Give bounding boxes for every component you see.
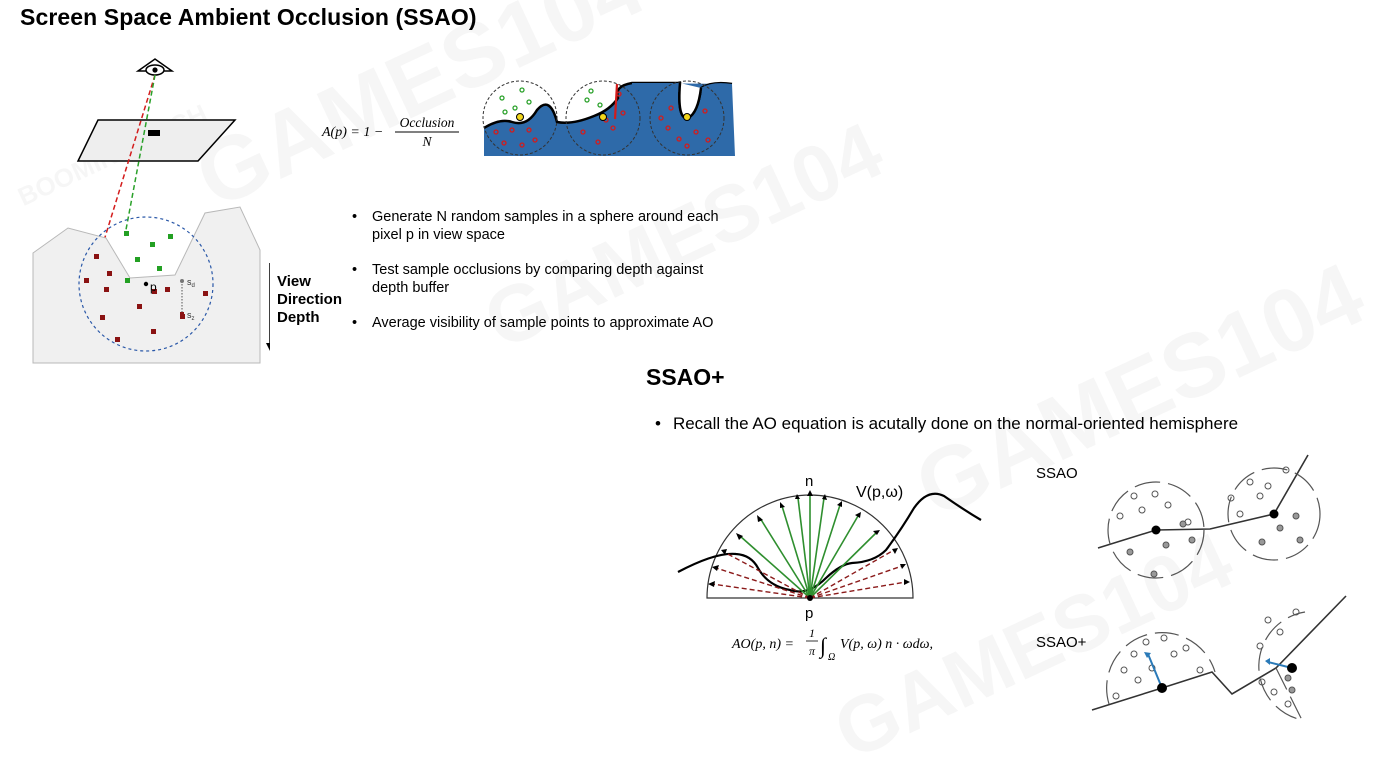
occluded-sample <box>151 329 156 334</box>
ao-equation: AO(p, n) = 1 π ∫ Ω V(p, ω) n · ωdω, <box>731 626 933 663</box>
occluder-geometry <box>484 83 735 156</box>
eye-icon <box>135 58 175 76</box>
ao-formula: A(p) = 1 − Occlusion N <box>321 115 459 149</box>
svg-text:1: 1 <box>809 626 815 640</box>
formula-denominator: N <box>421 134 432 149</box>
visible-sample <box>150 242 155 247</box>
visible-sample <box>124 231 129 236</box>
occluded-sample <box>104 287 109 292</box>
occluded-sample <box>100 315 105 320</box>
ssao-plus-label: SSAO+ <box>1036 634 1087 651</box>
svg-text:sd: sd <box>187 277 195 289</box>
occluded-sample <box>152 289 157 294</box>
equation-lhs: AO(p, n) = <box>731 637 794 652</box>
sz-label: s <box>187 310 192 320</box>
svg-text:sz: sz <box>187 310 195 322</box>
formula-numerator: Occlusion <box>400 115 455 130</box>
list-item: Test sample occlusions by comparing dept… <box>352 261 742 297</box>
green-ray <box>124 74 156 236</box>
hemisphere-diagram: n V(p,ω) p <box>677 473 982 622</box>
visible-sample <box>157 266 162 271</box>
svg-text:∫: ∫ <box>818 633 828 659</box>
occluded-sample <box>165 287 170 292</box>
ssao-plus-comparison-diagram <box>1091 595 1347 721</box>
visible-sample <box>168 234 173 239</box>
ssao-label: SSAO <box>1036 465 1078 482</box>
image-plane <box>76 119 237 162</box>
normal-label: n <box>805 473 813 490</box>
svg-text:π: π <box>809 644 816 658</box>
point-label: p <box>805 605 813 622</box>
sd-label: s <box>187 277 192 287</box>
occluded-sample <box>203 291 208 296</box>
occluded-sample <box>180 314 185 319</box>
section-title-ssao-plus: SSAO+ <box>646 364 725 390</box>
formula-lhs: A(p) = 1 − <box>321 125 383 140</box>
visible-sample <box>135 257 140 262</box>
point-p-label: p <box>150 280 157 294</box>
sample-sphere <box>78 216 214 352</box>
ssao-comparison-diagram <box>1097 454 1321 579</box>
list-item: Average visibility of sample points to a… <box>352 314 742 332</box>
ssao-scene-diagram: p sd sz <box>32 58 270 364</box>
occluded-sample <box>84 278 89 283</box>
occluded-sample <box>115 337 120 342</box>
occluded-sample <box>94 254 99 259</box>
visible-sample <box>125 278 130 283</box>
page-title: Screen Space Ambient Occlusion (SSAO) <box>20 4 477 30</box>
occluded-sample <box>107 271 112 276</box>
list-item: Generate N random samples in a sphere ar… <box>352 208 742 244</box>
equation-body: V(p, ω) n · ωdω, <box>840 637 933 652</box>
pixel <box>148 130 160 136</box>
red-ray <box>97 74 156 261</box>
point-p <box>143 281 149 287</box>
ssao-steps-list: Generate N random samples in a sphere ar… <box>352 208 742 349</box>
visibility-label: V(p,ω) <box>856 484 903 501</box>
recall-bullet: • Recall the AO equation is acutally done… <box>655 414 1239 433</box>
occlusion-illustration <box>482 80 735 156</box>
view-direction-label: View Direction Depth <box>277 273 343 326</box>
svg-text:Ω: Ω <box>828 652 835 663</box>
occluded-sample <box>137 304 142 309</box>
